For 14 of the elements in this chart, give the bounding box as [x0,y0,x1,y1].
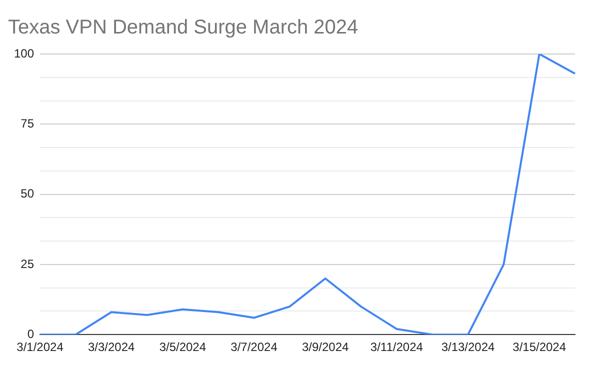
x-tick-label: 3/9/2024 [302,340,350,354]
x-tick-label: 3/7/2024 [230,340,278,354]
x-tick-label: 3/15/2024 [512,340,566,354]
x-tick-label: 3/1/2024 [16,340,64,354]
y-tick-label: 0 [27,326,34,341]
y-tick-label: 75 [20,116,34,130]
chart-title: Texas VPN Demand Surge March 2024 [8,16,358,39]
x-tick-label: 3/11/2024 [370,340,424,354]
x-tick-label: 3/3/2024 [88,340,136,354]
x-tick-label: 3/13/2024 [441,340,496,354]
y-tick-label: 50 [20,186,34,201]
x-tick-label: 3/5/2024 [159,340,206,354]
y-tick-label: 100 [14,46,34,60]
y-tick-label: 25 [20,256,34,271]
